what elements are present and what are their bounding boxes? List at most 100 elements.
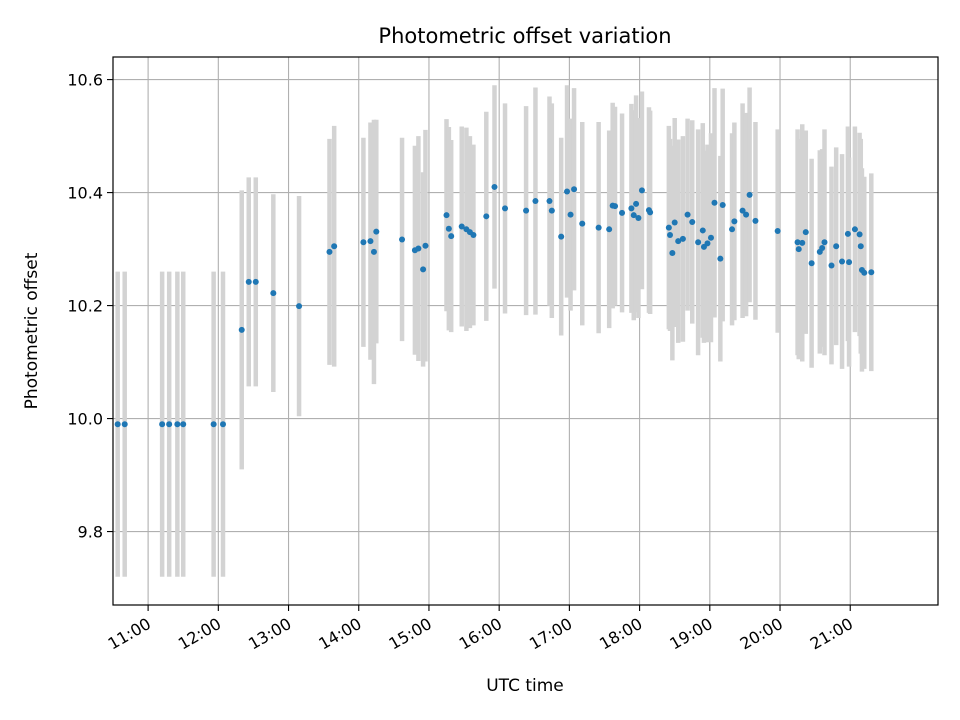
data-point [579,220,586,227]
data-point [567,211,574,218]
data-point [532,198,539,205]
data-point [746,191,753,198]
data-point [210,421,217,428]
data-point [523,207,530,214]
data-point [331,243,338,250]
data-point [819,244,826,251]
y-axis-label: Photometric offset [22,252,42,409]
data-point [270,290,277,297]
data-point [443,212,450,219]
data-point [717,255,724,262]
data-point [704,240,711,247]
data-point [502,205,509,212]
data-point [373,228,380,235]
data-point [695,239,702,246]
data-point [689,218,696,225]
data-point [808,260,815,267]
data-point [729,226,736,233]
data-point [491,183,498,190]
y-tick-label: 10.6 [67,71,103,90]
data-point [595,224,602,231]
data-point [844,230,851,237]
data-point [360,239,367,246]
data-point [296,303,303,310]
data-point [420,266,427,273]
data-point [857,243,864,250]
data-point [675,238,682,245]
data-point [399,236,406,243]
data-point [851,226,858,233]
data-point [159,421,166,428]
y-tick-label: 9.8 [78,523,103,542]
data-point [445,225,452,232]
data-point [799,239,806,246]
data-point [846,259,853,266]
data-point [370,248,377,255]
data-point [326,248,333,255]
data-point [619,209,626,216]
plot-frame [112,56,939,606]
data-point [121,421,128,428]
data-point [245,278,252,285]
data-point [174,421,181,428]
data-point [699,227,706,234]
data-point [166,421,173,428]
data-point [719,202,726,209]
data-point [546,198,553,205]
data-point [679,235,686,242]
y-tick-label: 10.4 [67,184,103,203]
data-point [795,246,802,253]
y-axis-ticks: 9.8 10.0 10.2 10.4 10.6 [67,71,113,542]
data-point [558,233,565,240]
data-point [220,421,226,428]
data-point [448,233,455,240]
data-point [114,421,121,428]
data-point [635,215,642,222]
data-point [548,207,555,214]
data-point [802,229,809,236]
data-point [752,217,759,224]
data-point [828,262,835,269]
data-point [707,234,714,241]
data-point [483,213,490,220]
data-point [415,245,422,252]
data-point [839,258,846,265]
data-point [821,239,828,246]
data-point [671,219,678,226]
data-point [564,188,571,195]
data-point [774,228,781,235]
data-point [180,421,187,428]
data-point [833,243,840,250]
y-tick-label: 10.2 [67,297,103,316]
data-point [612,203,619,210]
data-point [628,205,635,212]
chart-title: Photometric offset variation [378,24,671,48]
data-point [669,250,676,257]
data-point [667,231,674,238]
data-point [367,238,374,245]
data-point [606,226,613,233]
data-points [114,183,875,428]
data-point [711,199,718,206]
data-point [422,242,429,249]
data-point [252,278,259,285]
data-point [633,200,640,207]
data-point [739,207,746,214]
data-point [868,269,875,276]
data-point [458,223,465,230]
data-point [856,231,863,238]
data-point [684,211,691,218]
data-point [571,186,578,193]
data-point [794,239,801,246]
data-point [861,269,868,276]
data-point [665,224,672,231]
y-tick-label: 10.0 [67,410,103,429]
data-point [647,209,654,216]
data-point [731,218,738,225]
data-point [238,326,245,333]
data-point [743,211,750,218]
data-point [630,212,637,219]
